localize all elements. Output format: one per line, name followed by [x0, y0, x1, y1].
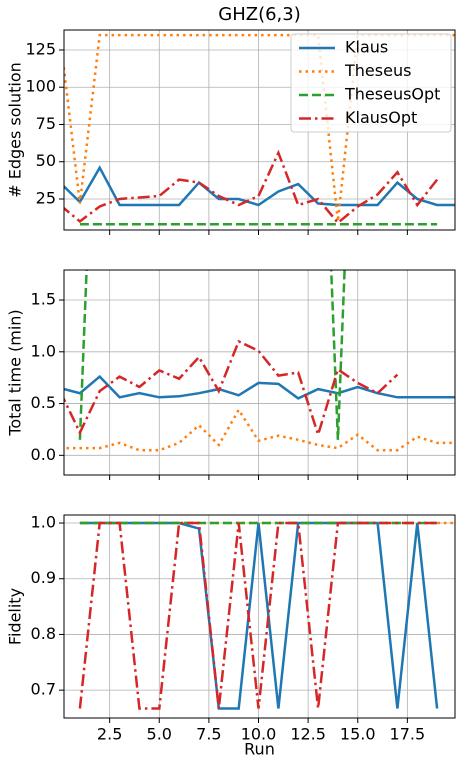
legend-label: TheseusOpt	[344, 85, 440, 104]
chart-title: GHZ(6,3)	[218, 4, 301, 25]
line	[64, 33, 455, 222]
line	[64, 149, 439, 225]
x-tick-label: 15.0	[340, 725, 376, 744]
line	[78, 270, 346, 440]
axes-frame	[63, 514, 456, 719]
y-tick-label: 0.8	[31, 624, 56, 643]
y-tick-label: 125	[25, 39, 56, 58]
y-tick-label: 75	[36, 114, 56, 133]
line	[78, 521, 438, 710]
y-tick-label: 0.9	[31, 568, 56, 587]
x-tick-label: 10.0	[241, 725, 277, 744]
x-tick-label: 7.5	[196, 725, 221, 744]
y-tick-label: 1.0	[31, 513, 56, 532]
axes-frame	[63, 269, 456, 476]
y-axis-label: Total time (min)	[6, 309, 25, 436]
y-tick-label: 0.5	[31, 393, 56, 412]
x-axis-label: Run	[244, 740, 275, 759]
line	[64, 407, 455, 452]
line	[64, 374, 455, 400]
legend-box	[290, 33, 452, 133]
y-tick-label: 100	[25, 77, 56, 96]
axes-frame	[63, 29, 456, 231]
x-tick-label: 17.5	[390, 725, 426, 744]
x-tick-label: 12.5	[290, 725, 326, 744]
legend-label: Theseus	[344, 61, 411, 80]
y-axis-label: Fidelity	[6, 588, 25, 645]
line	[64, 339, 399, 439]
legend-label: KlausOpt	[345, 108, 417, 127]
plot-area	[78, 521, 455, 710]
y-axis-label: # Edges solution	[6, 62, 25, 198]
legend-label: Klaus	[345, 38, 388, 57]
x-tick-label: 5.0	[147, 725, 172, 744]
y-tick-label: 0.0	[31, 445, 56, 464]
y-tick-label: 1.5	[31, 290, 56, 309]
y-tick-label: 50	[36, 151, 56, 170]
y-tick-label: 25	[36, 189, 56, 208]
x-tick-label: 2.5	[97, 725, 122, 744]
line	[64, 165, 455, 207]
y-tick-label: 0.7	[31, 680, 56, 699]
plot-area	[64, 33, 455, 226]
plot-area	[64, 270, 455, 452]
y-tick-label: 1.0	[31, 341, 56, 360]
